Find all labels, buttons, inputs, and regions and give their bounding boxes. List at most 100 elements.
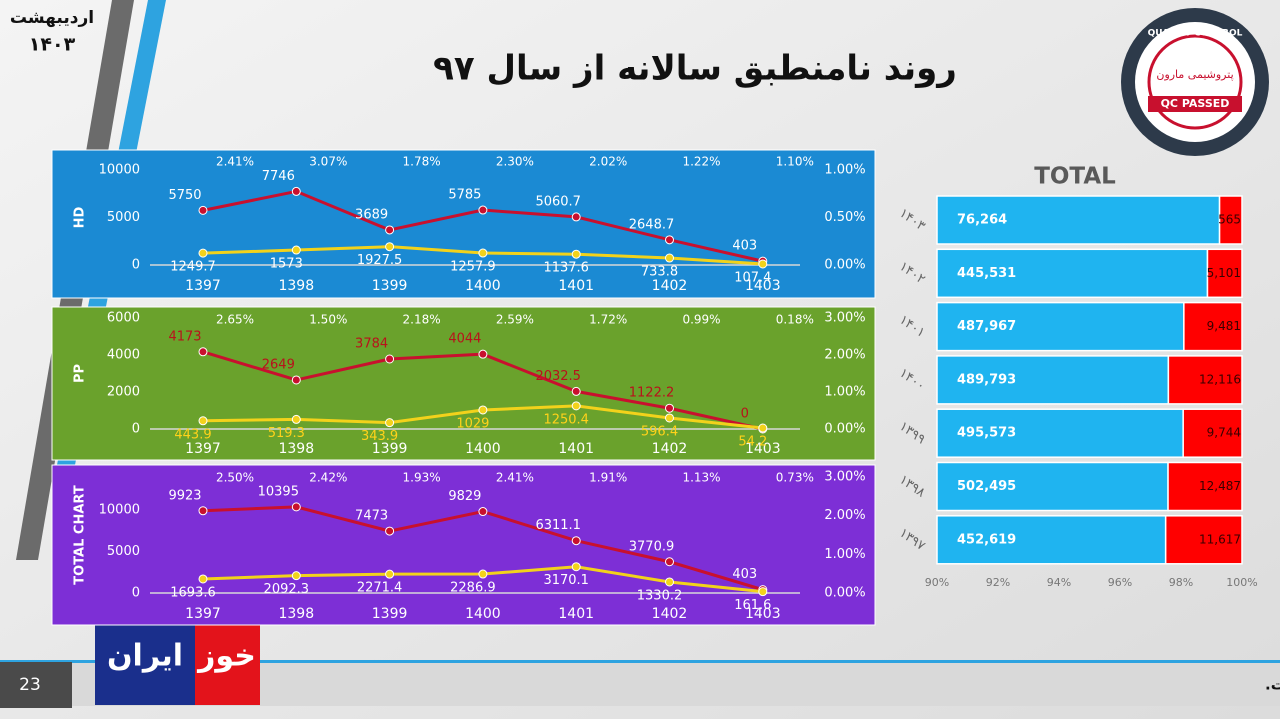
brand-text: خوز	[196, 639, 256, 674]
data-label: 5,101	[1207, 266, 1241, 280]
y2-tick-label: 0.00%	[824, 422, 865, 437]
data-label: 1330.2	[637, 588, 683, 603]
data-label: 1249.7	[170, 260, 216, 275]
data-label: 565	[1218, 213, 1241, 227]
point	[385, 569, 395, 579]
data-label: 443.9	[174, 427, 211, 442]
point	[758, 259, 768, 269]
data-label: 1029	[456, 416, 489, 431]
data-label: 2649	[262, 357, 295, 372]
ratio-label: 2.65%	[216, 313, 254, 327]
x-tick-label: 90%	[925, 576, 949, 589]
y2-tick-label: 1.00%	[824, 547, 865, 562]
y-tick-label: 0	[132, 586, 140, 601]
data-label: 12,116	[1199, 372, 1241, 386]
x-tick-label: 1403	[745, 278, 781, 294]
point	[665, 403, 674, 413]
page-number: 23	[19, 675, 41, 695]
ratio-label: 2.41%	[216, 155, 254, 169]
point	[665, 413, 674, 423]
logo-ring-text: QUALITY CONTROL	[1148, 29, 1243, 39]
point	[571, 536, 581, 546]
y2-tick-label: 0.00%	[824, 258, 865, 273]
data-label: 11,617	[1199, 532, 1241, 546]
point	[198, 205, 208, 215]
y2-tick-label: 2.00%	[824, 508, 865, 523]
y2-tick-label: 3.00%	[824, 470, 865, 485]
data-label: 2286.9	[450, 581, 496, 596]
ratio-label: 0.73%	[776, 471, 814, 485]
x-tick-label: 1400	[465, 441, 501, 457]
data-label: 343.9	[361, 429, 398, 444]
y-tick-label: 6000	[107, 311, 140, 326]
bar-segment	[936, 248, 1209, 299]
data-label: 1257.9	[450, 260, 496, 275]
y2-tick-label: 1.00%	[824, 385, 865, 400]
brand-red	[195, 610, 260, 705]
line-chart: PP 0 2000 4000 6000 0.00% 1.00% 2.00% 3.00% 1397 1…	[51, 306, 876, 461]
data-label: 9,744	[1207, 426, 1241, 440]
y-axis-label: TOTAL CHART	[73, 485, 88, 585]
bar-segment	[936, 301, 1185, 352]
data-label: 1122.2	[629, 386, 675, 401]
logo-ring	[1135, 22, 1255, 142]
point	[571, 401, 581, 411]
logo: QUALITY CONTROL پتروشیمی مارون QC PASSED	[1121, 8, 1269, 156]
point	[665, 557, 674, 567]
x-tick-label: 1403	[745, 441, 781, 457]
ratio-label: 1.10%	[776, 155, 814, 169]
ratio-label: 3.07%	[309, 155, 347, 169]
data-label: 2092.3	[264, 582, 310, 597]
x-tick-label: 1403	[745, 606, 781, 622]
point	[478, 349, 488, 359]
data-label: 161.6	[734, 598, 771, 613]
data-label: 5750	[168, 188, 201, 203]
x-tick-label: 1402	[652, 278, 688, 294]
x-tick-label: 1402	[652, 606, 688, 622]
brand-blue	[95, 610, 195, 705]
ratio-label: 0.99%	[682, 313, 720, 327]
page-number-box	[0, 662, 72, 708]
x-tick-label: 1401	[558, 441, 594, 457]
y-axis-label: PP	[73, 364, 88, 383]
data-label: 452,619	[957, 532, 1016, 547]
y-axis-label: HD	[73, 206, 88, 228]
data-label: 7746	[262, 169, 295, 184]
point	[478, 569, 488, 579]
point	[291, 375, 301, 385]
x-tick-label: 1397	[185, 606, 221, 622]
point	[571, 386, 581, 396]
y2-tick-label: 3.00%	[824, 311, 865, 326]
x-tick-label: 1401	[558, 606, 594, 622]
footer-line	[0, 660, 1280, 663]
ratio-label: 1.50%	[309, 313, 347, 327]
ratio-label: 1.78%	[403, 155, 441, 169]
data-label: 487,967	[957, 319, 1016, 334]
bar-segment	[936, 408, 1184, 458]
y-tick-label: 2000	[107, 385, 140, 400]
bar-segment	[1183, 301, 1243, 352]
bar-segment	[1167, 461, 1243, 512]
bar-segment	[936, 355, 1170, 405]
point	[385, 242, 395, 252]
x-tick-label: 100%	[1226, 576, 1257, 589]
point	[385, 225, 395, 235]
point	[571, 212, 581, 222]
bar-segment	[1182, 408, 1243, 458]
point	[478, 248, 488, 258]
data-label: 502,495	[957, 479, 1016, 494]
data-label: 5785	[448, 188, 481, 203]
logo-badge-bg	[1148, 96, 1242, 112]
ratio-label: 2.42%	[309, 471, 347, 485]
point	[291, 414, 301, 424]
data-label: 2648.7	[629, 217, 675, 232]
data-label: 3784	[355, 336, 388, 351]
point	[571, 249, 581, 259]
header-year: ۱۴۰۳	[29, 34, 76, 56]
logo-badge: QC PASSED	[1161, 97, 1230, 110]
data-label: 10395	[258, 484, 299, 499]
point	[478, 205, 488, 215]
